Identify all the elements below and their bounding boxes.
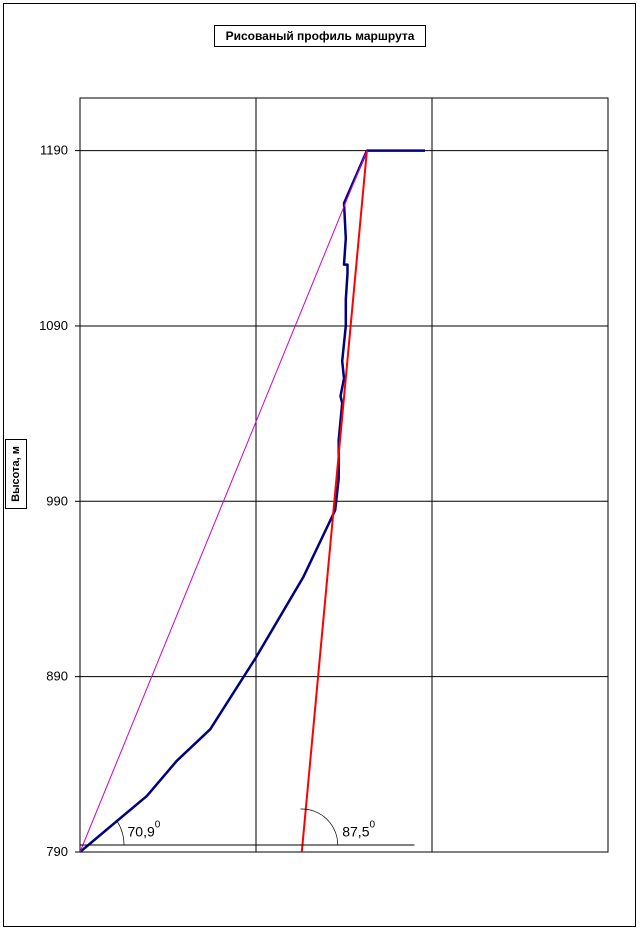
y-tick-label: 890 <box>46 669 68 684</box>
angle-arc-2 <box>300 808 339 845</box>
angle-arcs <box>116 808 339 845</box>
y-axis-label-box: Высота, м <box>5 439 27 509</box>
y-tick-label: 1090 <box>39 318 68 333</box>
chart-title: Рисованый профиль маршрута <box>214 25 426 47</box>
angle-arc-1 <box>116 820 125 845</box>
angle-label-2: 87,50 <box>342 819 375 839</box>
series-line-0 <box>79 149 425 853</box>
y-tick-labels: 790 890 990 1090 1190 <box>39 143 68 859</box>
y-tick-label: 1190 <box>40 143 68 158</box>
degree-mark: 0 <box>369 819 375 830</box>
y-tick-label: 990 <box>46 493 68 508</box>
plot-series <box>79 149 425 853</box>
angle-label-1: 70,90 <box>128 819 161 839</box>
plot-grid <box>75 97 609 853</box>
series-line-1 <box>300 150 368 853</box>
y-tick-label: 790 <box>46 844 68 859</box>
y-axis-label: Высота, м <box>10 446 22 502</box>
chart-frame <box>3 3 636 927</box>
angle-annotations: 70,90 87,50 <box>128 819 376 839</box>
series-line-2 <box>79 150 368 853</box>
degree-mark: 0 <box>155 819 161 830</box>
